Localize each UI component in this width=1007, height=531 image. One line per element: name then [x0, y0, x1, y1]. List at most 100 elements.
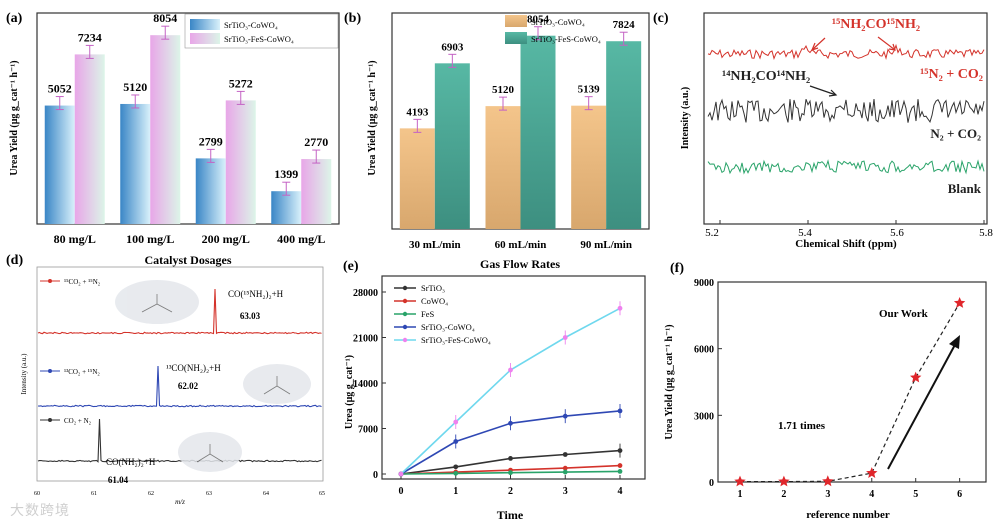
d-xtick: 64: [263, 491, 269, 497]
d-xtick: 60: [34, 491, 40, 497]
legend-swatch-b-0: [505, 15, 527, 27]
trend-line-f: [739, 302, 961, 483]
data-label: 2770: [304, 135, 328, 149]
arrowhead-icon: [949, 335, 960, 349]
legend-marker-e-0: [402, 285, 408, 291]
panel-c-nmr-spectra: (c) Intensity (a.u.) ¹⁵NH₂CO¹⁵NH₂ ¹⁵N₂ +…: [653, 11, 993, 250]
bar-a-0-1: [120, 103, 151, 224]
legend-marker-e-3: [402, 324, 408, 330]
panel-f-label: (f): [670, 261, 684, 276]
data-label: 2799: [199, 134, 223, 148]
arrow-icon: [877, 36, 896, 51]
point-e-1-4: [617, 463, 623, 468]
times-label: 1.71 times: [778, 420, 826, 432]
legend-label-d-1: ¹³CO₂ + ¹⁵N₂: [64, 368, 100, 376]
bar-a-1-3: [301, 159, 332, 224]
legend-swatch-b-1: [505, 32, 527, 44]
star-point-f-4: [910, 371, 922, 383]
x-category-label: 90 mL/min: [580, 239, 632, 251]
x-tick-label: 2: [508, 486, 513, 497]
x-tick-label: 6: [957, 489, 962, 500]
bar-a-0-2: [195, 158, 226, 224]
our-work-label: Our Work: [879, 308, 929, 320]
peak-value-d-1: 62.02: [178, 381, 199, 391]
panel-f-scatter-chart: (f) Urea Yield (μg g_cat⁻¹ h⁻¹) 1 2 3 4 5 6 0 3…: [664, 261, 987, 521]
bar-a-1-0: [74, 54, 105, 224]
data-label: 1399: [274, 167, 298, 181]
arrow-icon: [887, 340, 958, 470]
bar-b-1-0: [434, 63, 470, 229]
x-tick-label: 0: [399, 486, 404, 497]
point-e-0-1: [453, 464, 459, 470]
bar-a-0-0: [44, 105, 75, 224]
panel-f-xlabel: reference number: [806, 509, 890, 521]
ms-trace-13c: [37, 365, 322, 408]
d-xtick: 61: [91, 491, 97, 497]
point-e-2-2: [508, 470, 513, 476]
y-tick-label: 9000: [694, 278, 714, 289]
panel-a-legend: SrTiO₃-CoWO₄ SrTiO₃-FeS-CoWO₄: [184, 13, 339, 49]
panel-a-xlabel: Catalyst Dosages: [145, 253, 232, 267]
legend-label-e-0: SrTiO₃: [421, 283, 445, 293]
annotation-14n-urea: ¹⁴NH₂CO¹⁴NH₂: [722, 69, 810, 84]
annotation-blank: Blank: [948, 181, 982, 196]
data-label: 5120: [123, 80, 147, 94]
panel-e-label: (e): [343, 259, 359, 274]
data-label: 7824: [613, 19, 636, 31]
y-tick-label: 21000: [353, 334, 378, 345]
legend-label-e-4: SrTiO₃-FeS-CoWO₄: [421, 335, 491, 345]
panel-b-bar-chart: (b) Urea Yield (μg g_cat⁻¹ h⁻¹) 30 mL/mi…: [344, 11, 650, 271]
data-label: 5052: [48, 82, 72, 96]
panel-c-label: (c): [653, 11, 669, 26]
bar-a-1-1: [150, 35, 181, 225]
legend-marker-d-0: [48, 279, 52, 283]
c-xtick: 5.6: [890, 227, 904, 239]
x-tick-label: 3: [563, 486, 568, 497]
legend-label-d-0: ¹⁵CO₂ + ¹⁵N₂: [64, 278, 101, 286]
point-e-2-3: [562, 469, 568, 475]
y-tick-label: 14000: [353, 379, 378, 390]
data-label: 8054: [527, 14, 550, 26]
data-label: 6903: [441, 41, 464, 53]
arrowhead-icon: [888, 43, 896, 51]
x-tick-label: 1: [737, 489, 742, 500]
legend-label-b-0: SrTiO₃-CoWO₄: [531, 17, 585, 27]
data-label: 7234: [78, 30, 102, 44]
legend-label-a-0: SrTiO₃-CoWO₄: [224, 20, 278, 30]
x-category-label: 80 mg/L: [54, 232, 96, 246]
panel-e-ylabel: Urea (μg g_cat⁻¹): [344, 355, 355, 429]
arrow-icon: [809, 85, 837, 96]
nmr-trace-blank: [707, 159, 985, 175]
legend-label-b-1: SrTiO₃-FeS-CoWO₄: [531, 34, 601, 44]
x-category-label: 30 mL/min: [409, 239, 461, 251]
ms-trace-15n: [37, 288, 322, 335]
point-e-2-4: [617, 469, 623, 474]
bar-b-0-2: [571, 105, 607, 229]
annotation-15n-urea: ¹⁵NH₂CO¹⁵NH₂: [832, 17, 920, 32]
nmr-trace-14n: [707, 98, 985, 124]
panel-b-legend: SrTiO₃-CoWO₄ SrTiO₃-FeS-CoWO₄: [505, 15, 601, 44]
panel-d-mass-spectra: (d) Intensity (a.u.) ¹⁵CO₂ + ¹⁵N₂ ¹³CO₂ …: [6, 253, 325, 506]
panel-c-frame: [703, 12, 988, 225]
peak-label-d-2: CO(NH₂)₂+H: [106, 457, 156, 467]
data-label: 5272: [229, 76, 253, 90]
legend-swatch-a-1: [190, 33, 220, 44]
legend-marker-e-4: [402, 337, 408, 343]
point-e-4-0: [398, 471, 404, 477]
arrowhead-icon: [810, 42, 819, 51]
data-label: 4193: [406, 106, 429, 118]
star-point-f-3: [866, 467, 878, 478]
panel-c-xticks: 5.2 5.4 5.6 5.8: [705, 220, 993, 239]
panel-e-frame: [381, 275, 646, 480]
peak-label-d-0: CO(¹⁵NH₂)₂+H: [228, 289, 284, 299]
panel-f-ylabel: Urea Yield (μg g_cat⁻¹ h⁻¹): [664, 324, 675, 439]
bar-b-0-1: [485, 106, 521, 229]
y-tick-label: 0: [709, 478, 714, 489]
y-tick-label: 28000: [353, 288, 378, 299]
arrow-icon: [811, 37, 826, 51]
point-e-1-3: [562, 465, 568, 471]
data-label: 5139: [578, 84, 601, 96]
legend-swatch-a-0: [190, 19, 220, 30]
arrowhead-icon: [828, 89, 838, 97]
